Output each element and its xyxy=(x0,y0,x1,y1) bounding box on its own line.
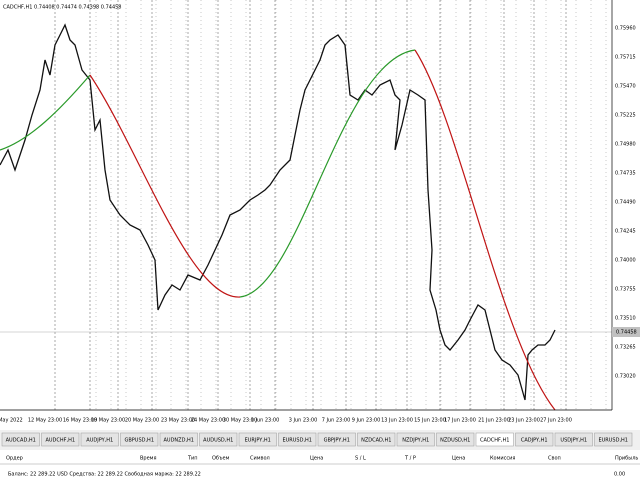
chart-tab[interactable] xyxy=(396,432,435,447)
chart-tab[interactable] xyxy=(515,432,554,447)
chart-tab[interactable] xyxy=(475,432,514,447)
time-label: 1 Jun 23:00 xyxy=(251,418,280,424)
time-label: 16 May 23:00 xyxy=(63,418,97,424)
time-label: 7 Jun 23:00 xyxy=(322,418,351,424)
price-label: 0.73755 xyxy=(615,287,636,293)
chart-tab-label[interactable]: NZDUSD,H1 xyxy=(440,438,470,444)
price-label: 0.74000 xyxy=(615,258,636,264)
column-header[interactable]: Своп xyxy=(548,456,561,462)
ma-down-segment xyxy=(414,49,556,411)
price-label: 0.73020 xyxy=(615,374,636,380)
period-separators xyxy=(54,0,607,410)
current-price-tag xyxy=(612,327,640,337)
column-header[interactable]: Ордер xyxy=(6,456,23,462)
price-label: 0.74735 xyxy=(615,171,636,177)
time-label: 17 Jun 23:00 xyxy=(444,418,476,424)
symbol-label: CADCHF,H1 0.74408 0.74474 0.74398 0.7445… xyxy=(3,5,121,11)
column-header[interactable]: Комиссия xyxy=(490,456,515,462)
ma-up-segment xyxy=(0,74,91,151)
chart-tab[interactable] xyxy=(238,432,277,447)
chart-tab[interactable] xyxy=(278,432,317,447)
chart-tab[interactable] xyxy=(80,432,119,447)
column-header[interactable]: T / P xyxy=(404,456,416,462)
price-label: 0.74245 xyxy=(615,229,636,235)
chart-tab-label[interactable]: NZDCAD,H1 xyxy=(361,438,391,444)
chart-tab[interactable] xyxy=(436,432,475,447)
time-label: 30 May 23:00 xyxy=(223,418,257,424)
price-label: 0.74980 xyxy=(615,142,636,148)
price-label: 0.75225 xyxy=(615,113,636,119)
time-label: 21 Jun 23:00 xyxy=(478,418,510,424)
time-label: 12 May 23:00 xyxy=(28,418,62,424)
time-label: 3 Jun 23:00 xyxy=(289,418,318,424)
price-bars xyxy=(0,23,556,401)
chart-tab-label[interactable]: GBPUSD,H1 xyxy=(124,438,154,444)
profit-total: 0.00 xyxy=(614,472,625,478)
time-label: 27 Jun 23:00 xyxy=(540,418,572,424)
time-label: 2 May 2022 xyxy=(0,418,23,424)
column-header[interactable]: Время xyxy=(140,456,156,462)
chart-tab-label[interactable]: AUDCAD,H1 xyxy=(6,438,36,444)
terminal-panel xyxy=(0,450,640,480)
time-label: 19 May 23:00 xyxy=(91,418,125,424)
chart-tab-label[interactable]: AUDCHF,H1 xyxy=(45,438,75,444)
price-label: 0.73265 xyxy=(615,345,636,351)
chart-tab-label[interactable]: AUDNZD,H1 xyxy=(164,438,194,444)
chart-tab-label[interactable]: CADCHF,H1 xyxy=(480,438,509,444)
time-label: 23 Jun 23:00 xyxy=(508,418,540,424)
time-label: 23 May 23:00 xyxy=(161,418,195,424)
chart-tab-label[interactable]: GBPJPY,H1 xyxy=(324,438,350,444)
chart-tab[interactable] xyxy=(594,432,633,447)
price-label: 0.75960 xyxy=(615,26,636,32)
column-header[interactable]: Прибыль xyxy=(615,456,638,462)
chart-tab-label[interactable]: AUDJPY,H1 xyxy=(86,438,113,444)
time-label: 20 May 23:00 xyxy=(125,418,159,424)
column-header[interactable]: Объем xyxy=(212,456,230,462)
time-label: 9 Jun 23:00 xyxy=(352,418,381,424)
chart-tab-label[interactable]: NZDJPY,H1 xyxy=(402,438,429,444)
ma-down-segment xyxy=(89,74,241,298)
chart-tab[interactable] xyxy=(199,432,238,447)
price-label: 0.75715 xyxy=(615,55,636,61)
chart-tab-label[interactable]: USDJPY,H1 xyxy=(560,438,587,444)
column-header[interactable]: Символ xyxy=(250,456,270,462)
price-label: 0.74490 xyxy=(615,200,636,206)
time-label: 15 Jun 23:00 xyxy=(414,418,446,424)
chart-tab-label[interactable]: EURUSD,H1 xyxy=(598,438,628,444)
chart-tab-label[interactable]: CADJPY,H1 xyxy=(521,438,548,444)
chart-tab[interactable] xyxy=(357,432,396,447)
chart-tab[interactable] xyxy=(120,432,159,447)
chart-tab[interactable] xyxy=(317,432,356,447)
time-label: 24 May 23:00 xyxy=(191,418,225,424)
chart-tab[interactable] xyxy=(554,432,593,447)
chart-tab-label[interactable]: EURJPY,H1 xyxy=(245,438,271,444)
chart-tab[interactable] xyxy=(1,432,40,447)
chart-tab-label[interactable]: EURUSD,H1 xyxy=(282,438,312,444)
column-header[interactable]: Цена xyxy=(452,456,465,462)
current-price: 0.74458 xyxy=(616,330,637,336)
column-header[interactable]: S / L xyxy=(355,456,366,462)
ma-up-segment xyxy=(239,49,416,298)
balance-text: Баланс: 22 289.22 USD Средства: 22 289.2… xyxy=(8,472,201,478)
chart-tab[interactable] xyxy=(41,432,80,447)
column-header[interactable]: Цена xyxy=(310,456,323,462)
time-label: 13 Jun 23:00 xyxy=(381,418,413,424)
price-label: 0.73510 xyxy=(615,316,636,322)
chart-tab-label[interactable]: AUDUSD,H1 xyxy=(203,438,233,444)
column-header[interactable]: Тип xyxy=(187,456,198,462)
price-label: 0.75470 xyxy=(615,84,636,90)
chart-tab[interactable] xyxy=(159,432,198,447)
